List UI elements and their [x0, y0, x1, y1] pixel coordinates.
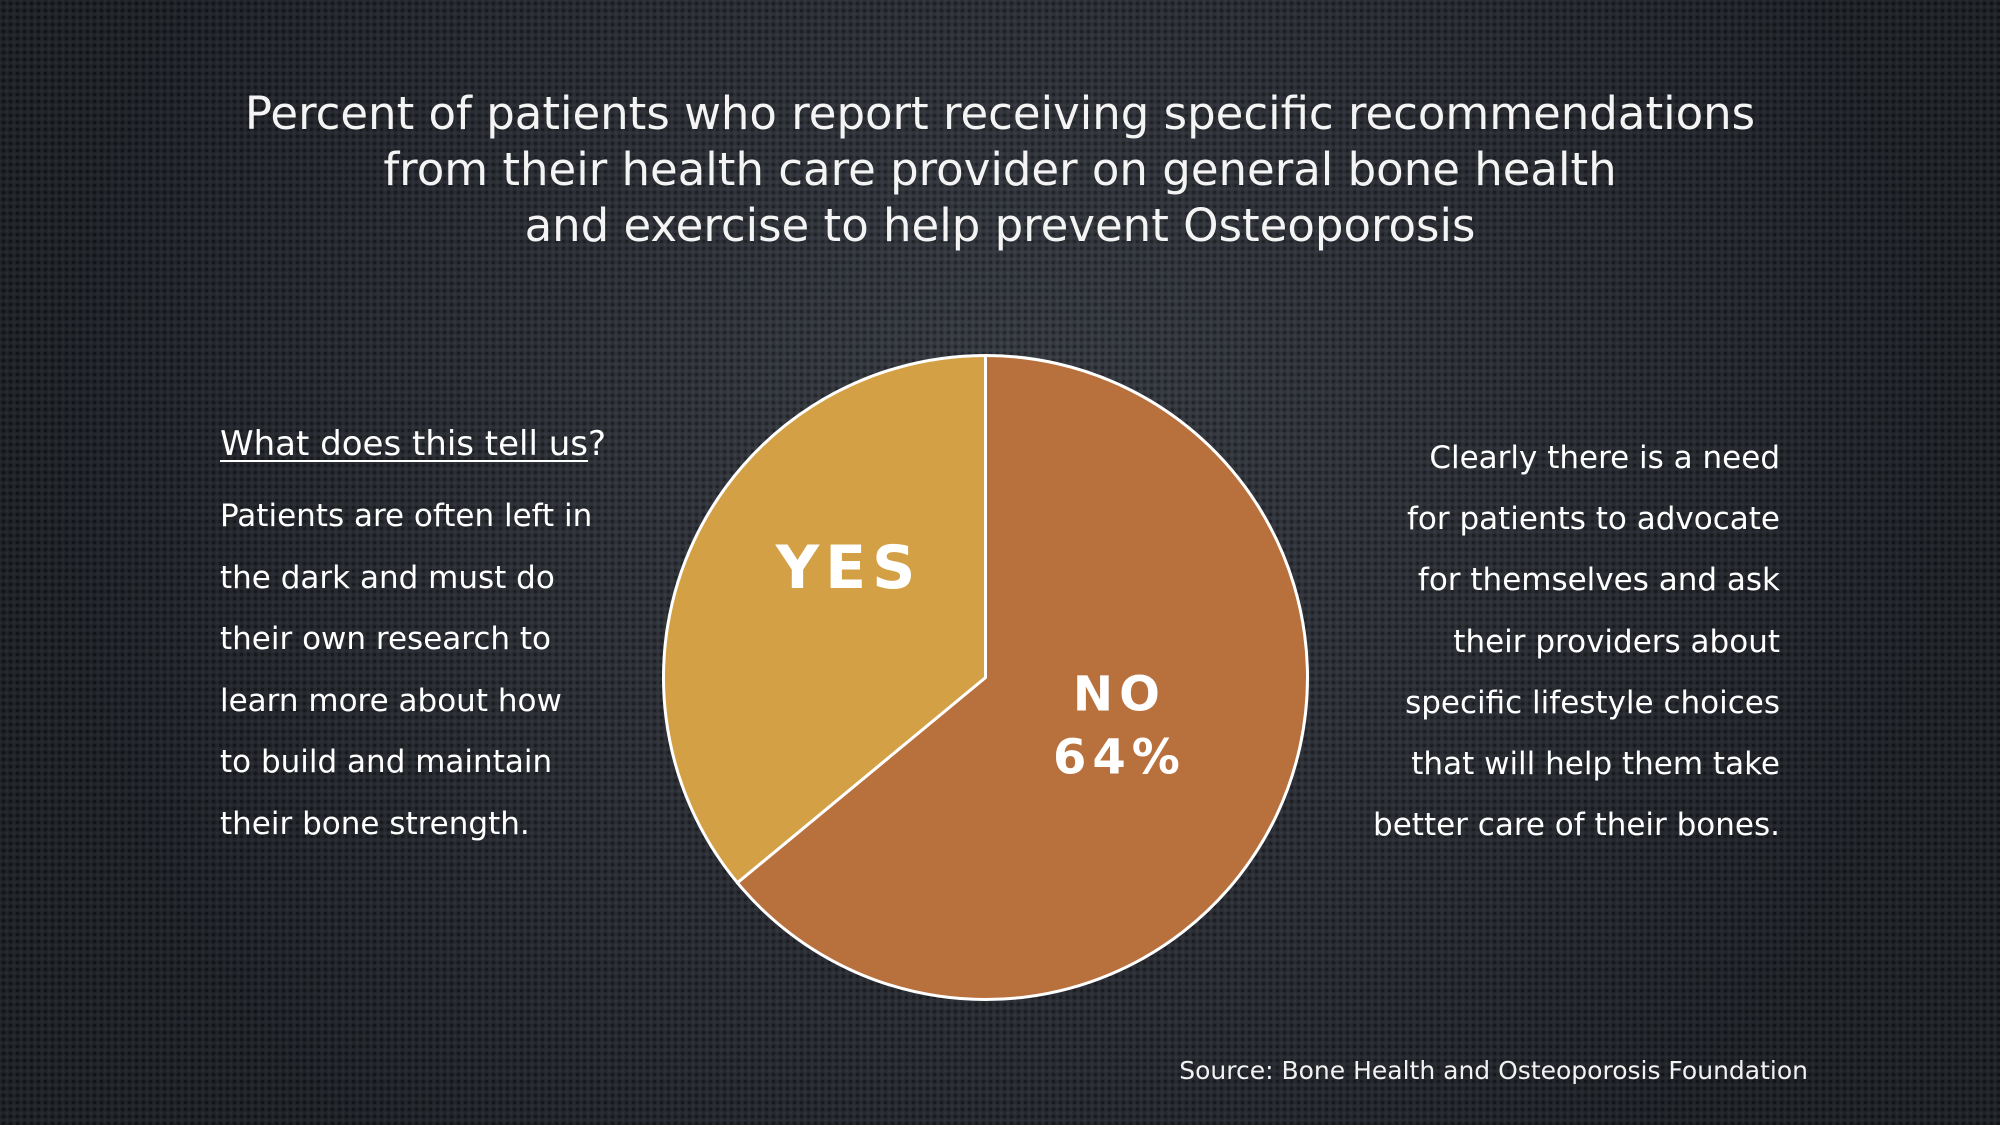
right-line: for themselves and ask [1417, 562, 1780, 599]
left-line: their bone strength. [220, 805, 530, 842]
left-heading-underlined: What does this tell us [220, 424, 589, 464]
title-line-3: and exercise to help prevent Osteoporosi… [524, 199, 1476, 252]
left-line: learn more about how [220, 682, 562, 719]
left-line: to build and maintain [220, 744, 553, 780]
right-line: for patients to advocate [1406, 501, 1780, 538]
source-caption: Source: Bone Health and Osteoporosis Fou… [1179, 1056, 1808, 1085]
left-body: Patients are often left in the dark and … [220, 486, 640, 855]
right-line: that will help them take [1411, 746, 1780, 783]
slide-title: Percent of patients who report receiving… [200, 86, 1800, 254]
left-line: the dark and must do [220, 559, 555, 596]
pie-slice-yes [662, 354, 987, 885]
right-line: their providers about [1453, 623, 1780, 660]
slice-value-no: 64% [1053, 730, 1186, 786]
right-line: better care of their bones. [1373, 807, 1780, 844]
left-line: their own research to [220, 621, 551, 657]
left-heading-suffix: ? [588, 424, 607, 464]
pie-chart: NO 64% YES [658, 350, 1313, 1005]
left-line: Patients are often left in [220, 498, 593, 534]
left-text-panel: What does this tell us? Patients are oft… [220, 420, 640, 855]
title-line-2: from their health care provider on gener… [383, 143, 1617, 196]
right-line: Clearly there is a need [1429, 440, 1780, 476]
slice-label-yes: YES [775, 533, 922, 603]
slice-label-no: NO [1073, 667, 1166, 723]
title-line-1: Percent of patients who report receiving… [244, 87, 1756, 140]
left-heading: What does this tell us? [220, 420, 640, 468]
pie-chart-svg: NO 64% YES [662, 354, 1309, 1001]
right-line: specific lifestyle choices [1405, 684, 1780, 721]
right-text-panel: Clearly there is a need for patients to … [1300, 428, 1780, 856]
pie-slice-no [735, 354, 1309, 1001]
